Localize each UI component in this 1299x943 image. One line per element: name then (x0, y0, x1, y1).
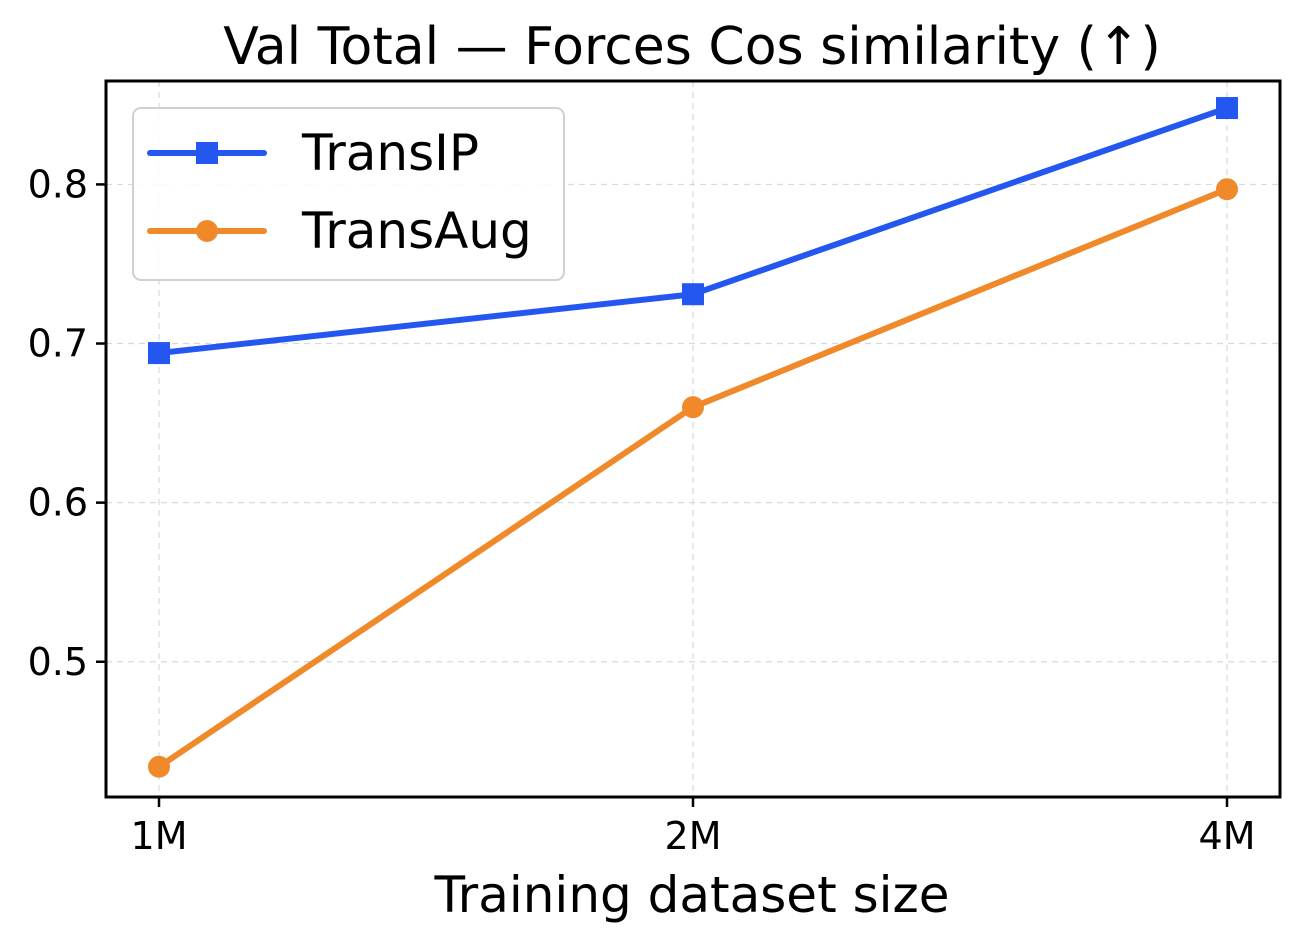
series-layer (148, 97, 1238, 778)
legend-marker-transip (196, 142, 218, 164)
y-tick-label: 0.8 (28, 162, 88, 206)
data-point-transip (148, 342, 170, 365)
grid (106, 81, 1280, 797)
y-tick-label: 0.6 (28, 481, 88, 525)
x-tick-label: 4M (1199, 814, 1256, 858)
data-point-transip (682, 283, 704, 306)
x-axis-label: Training dataset size (433, 866, 949, 924)
x-tick-label: 1M (131, 814, 188, 858)
y-tick-label: 0.5 (28, 640, 88, 684)
data-point-transaug (148, 755, 170, 778)
data-point-transip (1216, 97, 1238, 120)
chart-title: Val Total — Forces Cos similarity (↑) (223, 17, 1161, 77)
y-axis: 0.5 0.6 0.7 0.8 (28, 162, 106, 684)
legend: TransIP TransAug (132, 107, 565, 281)
legend-marker-transaug (196, 220, 218, 242)
data-point-transaug (1216, 178, 1238, 201)
data-point-transaug (682, 396, 704, 419)
legend-label-transaug: TransAug (301, 202, 532, 260)
x-axis: 1M 2M 4M (131, 797, 1256, 858)
x-tick-label: 2M (665, 814, 722, 858)
legend-label-transip: TransIP (301, 124, 479, 182)
y-tick-label: 0.7 (28, 322, 88, 366)
